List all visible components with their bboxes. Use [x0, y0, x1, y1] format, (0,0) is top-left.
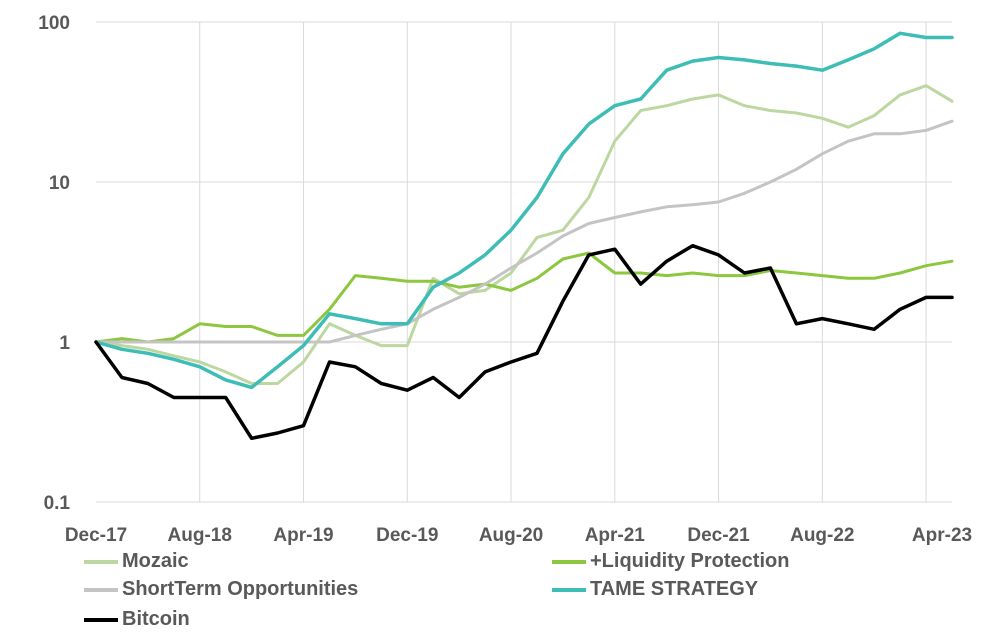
legend-label: ShortTerm Opportunities	[122, 578, 359, 600]
series-line	[94, 243, 954, 441]
legend-swatch	[84, 559, 118, 564]
x-tick-label: Aug-20	[479, 525, 543, 546]
legend-label: Bitcoin	[122, 608, 190, 630]
y-tick-label: 0.1	[44, 493, 71, 514]
legend-item: +Liquidity Protection	[552, 550, 789, 573]
y-tick-label: 1	[59, 333, 70, 354]
series-line	[94, 84, 954, 385]
series-line	[94, 251, 954, 344]
legend-item: ShortTerm Opportunities	[84, 578, 358, 601]
x-tick-label: Dec-21	[687, 525, 750, 546]
legend-item: TAME STRATEGY	[552, 578, 758, 601]
x-tick-label: Aug-22	[790, 525, 854, 546]
series-line	[94, 31, 954, 390]
y-axis-ticks: 100 10 1 0.1	[38, 13, 70, 514]
legend-label: TAME STRATEGY	[590, 578, 759, 600]
x-tick-label: Aug-18	[168, 525, 232, 546]
legend-swatch	[552, 559, 586, 564]
x-tick-label: Apr-21	[585, 525, 646, 546]
x-axis-ticks: Dec-17 Aug-18 Apr-19 Dec-19 Aug-20 Apr-21 Dec-…	[65, 525, 972, 546]
legend-label: +Liquidity Protection	[590, 550, 790, 572]
x-tick-label: Apr-23	[912, 525, 972, 546]
series-line	[94, 119, 954, 344]
x-tick-label: Dec-19	[376, 525, 438, 546]
y-tick-label: 10	[49, 173, 70, 194]
y-tick-label: 100	[38, 13, 70, 34]
legend-label: Mozaic	[122, 550, 189, 572]
x-tick-label: Apr-19	[273, 525, 333, 546]
legend-swatch	[552, 587, 586, 592]
series-lines	[94, 31, 954, 441]
legend-item: Bitcoin	[84, 608, 190, 631]
legend-item: Mozaic	[84, 550, 189, 573]
legend-swatch	[84, 587, 118, 592]
x-tick-label: Dec-17	[65, 525, 127, 546]
legend-swatch	[84, 617, 118, 622]
